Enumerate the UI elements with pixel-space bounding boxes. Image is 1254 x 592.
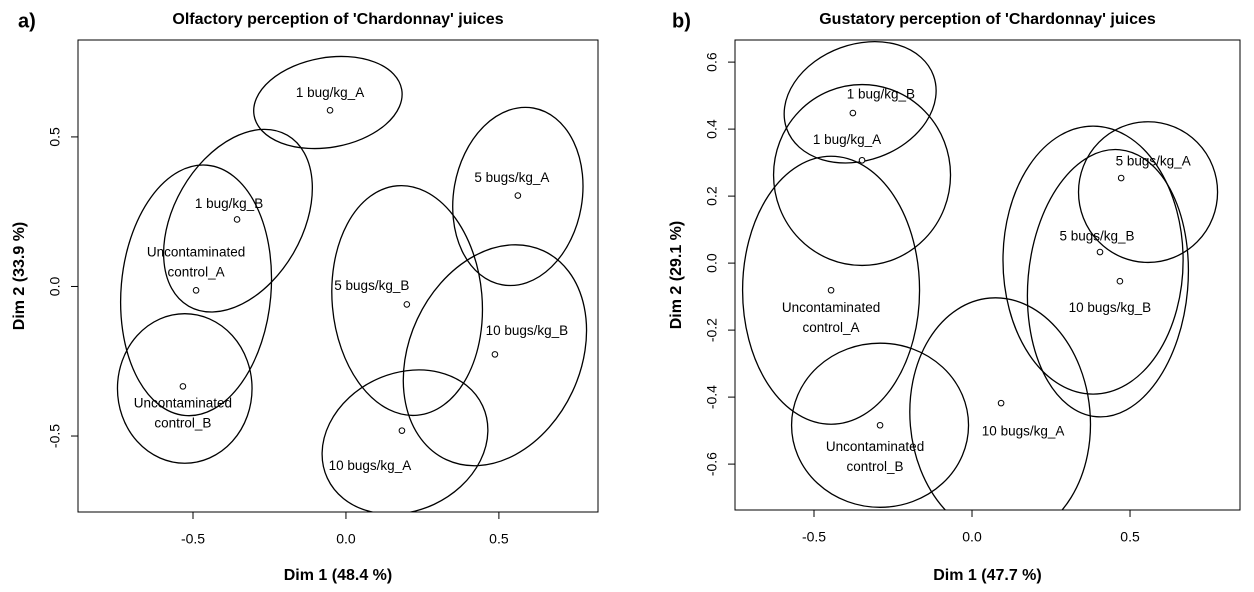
point-label: 10 bugs/kg_B — [486, 323, 569, 338]
x-tick-label: 0.0 — [336, 531, 356, 547]
y-tick-label: 0.0 — [47, 277, 63, 297]
confidence-ellipse — [783, 41, 937, 164]
point — [326, 106, 334, 114]
confidence-ellipse — [162, 128, 313, 313]
y-tick-label: -0.6 — [704, 452, 720, 476]
y-tick-label: 0.2 — [704, 186, 720, 206]
point — [1117, 174, 1125, 182]
x-tick-label: 0.5 — [1120, 529, 1140, 545]
point-label: 1 bug/kg_B — [195, 196, 263, 211]
x-tick-label: 0.5 — [489, 531, 509, 547]
point-label: Uncontaminated control_B — [134, 395, 232, 430]
point-label: 10 bugs/kg_A — [329, 458, 412, 473]
point — [403, 301, 411, 308]
point-label: 5 bugs/kg_B — [334, 278, 409, 293]
confidence-ellipse — [253, 55, 403, 150]
point — [179, 383, 187, 390]
y-axis-label: Dim 2 (33.9 %) — [11, 222, 28, 330]
point-label: Uncontaminated control_B — [826, 439, 924, 474]
point-label: 1 bug/kg_B — [847, 87, 915, 102]
y-tick-label: 0.5 — [47, 127, 63, 147]
point-label: 5 bugs/kg_B — [1059, 229, 1134, 244]
label-line: control_B — [847, 459, 904, 474]
label-line: Uncontaminated — [782, 300, 880, 315]
y-tick-label: -0.4 — [704, 385, 720, 409]
point-label: 5 bugs/kg_A — [1116, 154, 1191, 169]
point — [398, 427, 406, 434]
plot-frame — [77, 39, 599, 513]
point-label: 10 bugs/kg_A — [982, 424, 1065, 439]
label-line: Uncontaminated — [147, 244, 245, 259]
confidence-ellipse — [790, 342, 970, 508]
y-tick-label: 0.4 — [704, 119, 720, 139]
point — [1116, 277, 1124, 285]
confidence-ellipse — [402, 244, 588, 467]
confidence-ellipse — [741, 155, 921, 425]
y-tick-label: -0.2 — [704, 318, 720, 342]
point-label: 1 bug/kg_A — [296, 85, 364, 100]
label-line: control_A — [803, 320, 860, 335]
y-tick-label: -0.5 — [47, 424, 63, 448]
point-label: 5 bugs/kg_A — [474, 170, 549, 185]
confidence-ellipse — [1077, 121, 1219, 264]
x-tick-label: -0.5 — [802, 529, 826, 545]
point — [997, 399, 1005, 407]
label-line: control_A — [168, 264, 225, 279]
point-label: 10 bugs/kg_B — [1069, 300, 1152, 315]
x-tick-label: 0.0 — [962, 529, 982, 545]
ellipse-group — [116, 55, 588, 512]
chart-title: Olfactory perception of 'Chardonnay' jui… — [172, 11, 503, 28]
ellipse-group — [741, 41, 1219, 510]
point — [827, 286, 835, 294]
confidence-ellipse — [331, 184, 484, 417]
y-axis-label: Dim 2 (29.1 %) — [668, 221, 685, 329]
point-label: 1 bug/kg_A — [813, 132, 881, 147]
confidence-ellipse — [909, 297, 1092, 510]
confidence-ellipse — [116, 313, 253, 464]
point — [858, 156, 866, 164]
plot-frame — [734, 39, 1241, 511]
point — [876, 421, 884, 429]
label-line: control_B — [154, 415, 211, 430]
x-tick-label: -0.5 — [181, 531, 205, 547]
x-axis-label: Dim 1 (48.4 %) — [284, 567, 392, 584]
y-tick-label: 0.0 — [704, 253, 720, 273]
point — [491, 351, 499, 358]
point — [233, 216, 241, 223]
point-label: Uncontaminated control_A — [782, 300, 880, 335]
y-tick-label: 0.6 — [704, 52, 720, 72]
label-line: Uncontaminated — [134, 395, 232, 410]
panel-label: a) — [18, 10, 36, 32]
panel-label: b) — [672, 10, 691, 32]
x-axis-label: Dim 1 (47.7 %) — [933, 567, 1041, 584]
confidence-ellipse — [1026, 148, 1190, 418]
label-line: Uncontaminated — [826, 439, 924, 454]
confidence-ellipse — [119, 164, 273, 417]
confidence-ellipse — [452, 106, 584, 287]
confidence-ellipse — [1002, 125, 1184, 395]
point — [1096, 248, 1104, 256]
point — [514, 192, 522, 199]
chart-title: Gustatory perception of 'Chardonnay' jui… — [819, 11, 1156, 28]
confidence-ellipse — [321, 369, 489, 512]
point — [849, 109, 857, 117]
point-label: Uncontaminated control_A — [147, 244, 245, 279]
point — [192, 287, 200, 294]
confidence-ellipse — [772, 83, 952, 267]
